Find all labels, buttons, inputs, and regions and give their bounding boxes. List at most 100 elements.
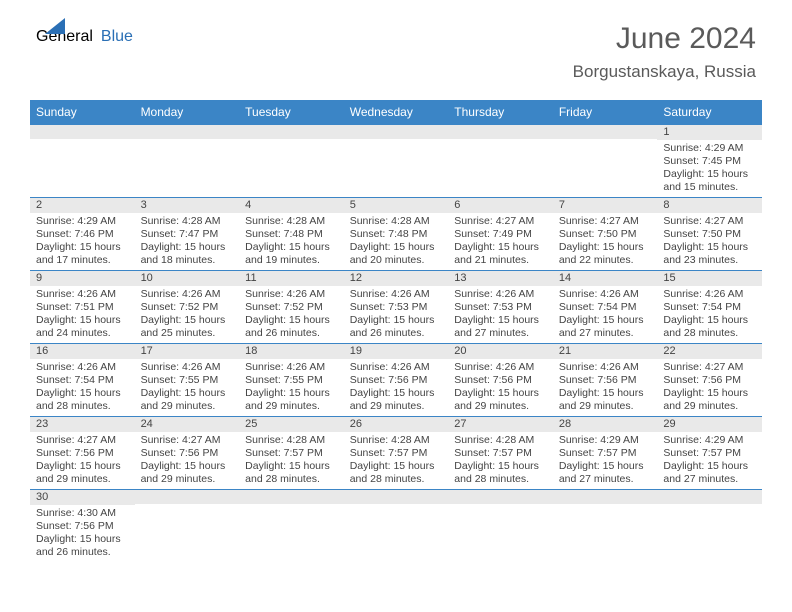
sunset-text: Sunset: 7:48 PM [245,228,338,241]
day-cell: 7Sunrise: 4:27 AMSunset: 7:50 PMDaylight… [553,198,658,270]
day-body: Sunrise: 4:28 AMSunset: 7:48 PMDaylight:… [239,213,344,270]
day-number: 25 [239,417,344,432]
day-cell: 24Sunrise: 4:27 AMSunset: 7:56 PMDayligh… [135,417,240,489]
week-row: 16Sunrise: 4:26 AMSunset: 7:54 PMDayligh… [30,344,762,417]
day-body: Sunrise: 4:26 AMSunset: 7:54 PMDaylight:… [30,359,135,416]
day-header-row: SundayMondayTuesdayWednesdayThursdayFrid… [30,100,762,125]
day-cell: 23Sunrise: 4:27 AMSunset: 7:56 PMDayligh… [30,417,135,489]
sunset-text: Sunset: 7:55 PM [141,374,234,387]
logo-text-blue: Blue [101,28,133,46]
sunrise-text: Sunrise: 4:27 AM [663,361,756,374]
day-number: 9 [30,271,135,286]
sunrise-text: Sunrise: 4:27 AM [663,215,756,228]
day-cell: 1Sunrise: 4:29 AMSunset: 7:45 PMDaylight… [657,125,762,197]
day-cell: 27Sunrise: 4:28 AMSunset: 7:57 PMDayligh… [448,417,553,489]
daylight-text: Daylight: 15 hours and 29 minutes. [663,387,756,413]
sunset-text: Sunset: 7:57 PM [559,447,652,460]
sunrise-text: Sunrise: 4:26 AM [454,361,547,374]
sunset-text: Sunset: 7:51 PM [36,301,129,314]
empty-cell [553,490,658,562]
empty-cell [30,125,135,197]
sunrise-text: Sunrise: 4:29 AM [559,434,652,447]
empty-cell [239,490,344,562]
week-row: 1Sunrise: 4:29 AMSunset: 7:45 PMDaylight… [30,125,762,198]
day-cell: 3Sunrise: 4:28 AMSunset: 7:47 PMDaylight… [135,198,240,270]
empty-cell [448,490,553,562]
daylight-text: Daylight: 15 hours and 22 minutes. [559,241,652,267]
day-number: 19 [344,344,449,359]
day-header: Tuesday [239,100,344,125]
day-number: 26 [344,417,449,432]
day-body: Sunrise: 4:29 AMSunset: 7:46 PMDaylight:… [30,213,135,270]
day-body: Sunrise: 4:27 AMSunset: 7:50 PMDaylight:… [553,213,658,270]
day-number [135,490,240,504]
day-number: 7 [553,198,658,213]
empty-cell [135,125,240,197]
sunset-text: Sunset: 7:49 PM [454,228,547,241]
day-cell: 13Sunrise: 4:26 AMSunset: 7:53 PMDayligh… [448,271,553,343]
daylight-text: Daylight: 15 hours and 26 minutes. [36,533,129,559]
day-number [448,490,553,504]
daylight-text: Daylight: 15 hours and 15 minutes. [663,168,756,194]
day-body: Sunrise: 4:28 AMSunset: 7:48 PMDaylight:… [344,213,449,270]
day-body: Sunrise: 4:26 AMSunset: 7:56 PMDaylight:… [344,359,449,416]
sunset-text: Sunset: 7:54 PM [559,301,652,314]
day-number: 16 [30,344,135,359]
week-row: 30Sunrise: 4:30 AMSunset: 7:56 PMDayligh… [30,490,762,562]
day-number: 3 [135,198,240,213]
daylight-text: Daylight: 15 hours and 27 minutes. [663,460,756,486]
sunrise-text: Sunrise: 4:26 AM [245,288,338,301]
daylight-text: Daylight: 15 hours and 27 minutes. [559,314,652,340]
day-cell: 28Sunrise: 4:29 AMSunset: 7:57 PMDayligh… [553,417,658,489]
sunset-text: Sunset: 7:52 PM [141,301,234,314]
sunset-text: Sunset: 7:50 PM [663,228,756,241]
sunset-text: Sunset: 7:52 PM [245,301,338,314]
day-cell: 8Sunrise: 4:27 AMSunset: 7:50 PMDaylight… [657,198,762,270]
day-body: Sunrise: 4:26 AMSunset: 7:53 PMDaylight:… [344,286,449,343]
day-number [553,490,658,504]
day-cell: 14Sunrise: 4:26 AMSunset: 7:54 PMDayligh… [553,271,658,343]
day-body: Sunrise: 4:26 AMSunset: 7:51 PMDaylight:… [30,286,135,343]
sunrise-text: Sunrise: 4:26 AM [36,288,129,301]
sunset-text: Sunset: 7:54 PM [36,374,129,387]
sunset-text: Sunset: 7:56 PM [36,447,129,460]
day-number [239,490,344,504]
day-number: 15 [657,271,762,286]
day-cell: 30Sunrise: 4:30 AMSunset: 7:56 PMDayligh… [30,490,135,562]
sunset-text: Sunset: 7:45 PM [663,155,756,168]
day-body: Sunrise: 4:26 AMSunset: 7:54 PMDaylight:… [553,286,658,343]
sunset-text: Sunset: 7:56 PM [141,447,234,460]
day-number: 30 [30,490,135,505]
sunrise-text: Sunrise: 4:28 AM [350,215,443,228]
day-body: Sunrise: 4:28 AMSunset: 7:57 PMDaylight:… [239,432,344,489]
sunset-text: Sunset: 7:48 PM [350,228,443,241]
empty-cell [239,125,344,197]
day-body: Sunrise: 4:27 AMSunset: 7:56 PMDaylight:… [657,359,762,416]
sunset-text: Sunset: 7:57 PM [350,447,443,460]
daylight-text: Daylight: 15 hours and 29 minutes. [141,387,234,413]
sunset-text: Sunset: 7:55 PM [245,374,338,387]
calendar: SundayMondayTuesdayWednesdayThursdayFrid… [30,100,762,562]
daylight-text: Daylight: 15 hours and 29 minutes. [454,387,547,413]
daylight-text: Daylight: 15 hours and 19 minutes. [245,241,338,267]
sunset-text: Sunset: 7:54 PM [663,301,756,314]
day-number: 27 [448,417,553,432]
day-cell: 16Sunrise: 4:26 AMSunset: 7:54 PMDayligh… [30,344,135,416]
day-cell: 20Sunrise: 4:26 AMSunset: 7:56 PMDayligh… [448,344,553,416]
sunrise-text: Sunrise: 4:29 AM [663,434,756,447]
empty-cell [135,490,240,562]
day-body: Sunrise: 4:27 AMSunset: 7:56 PMDaylight:… [135,432,240,489]
day-body: Sunrise: 4:28 AMSunset: 7:57 PMDaylight:… [448,432,553,489]
day-number: 5 [344,198,449,213]
week-row: 9Sunrise: 4:26 AMSunset: 7:51 PMDaylight… [30,271,762,344]
daylight-text: Daylight: 15 hours and 28 minutes. [350,460,443,486]
day-cell: 29Sunrise: 4:29 AMSunset: 7:57 PMDayligh… [657,417,762,489]
day-body: Sunrise: 4:30 AMSunset: 7:56 PMDaylight:… [30,505,135,562]
week-row: 23Sunrise: 4:27 AMSunset: 7:56 PMDayligh… [30,417,762,490]
day-number: 20 [448,344,553,359]
day-body: Sunrise: 4:26 AMSunset: 7:54 PMDaylight:… [657,286,762,343]
day-number: 24 [135,417,240,432]
daylight-text: Daylight: 15 hours and 23 minutes. [663,241,756,267]
daylight-text: Daylight: 15 hours and 27 minutes. [559,460,652,486]
daylight-text: Daylight: 15 hours and 24 minutes. [36,314,129,340]
